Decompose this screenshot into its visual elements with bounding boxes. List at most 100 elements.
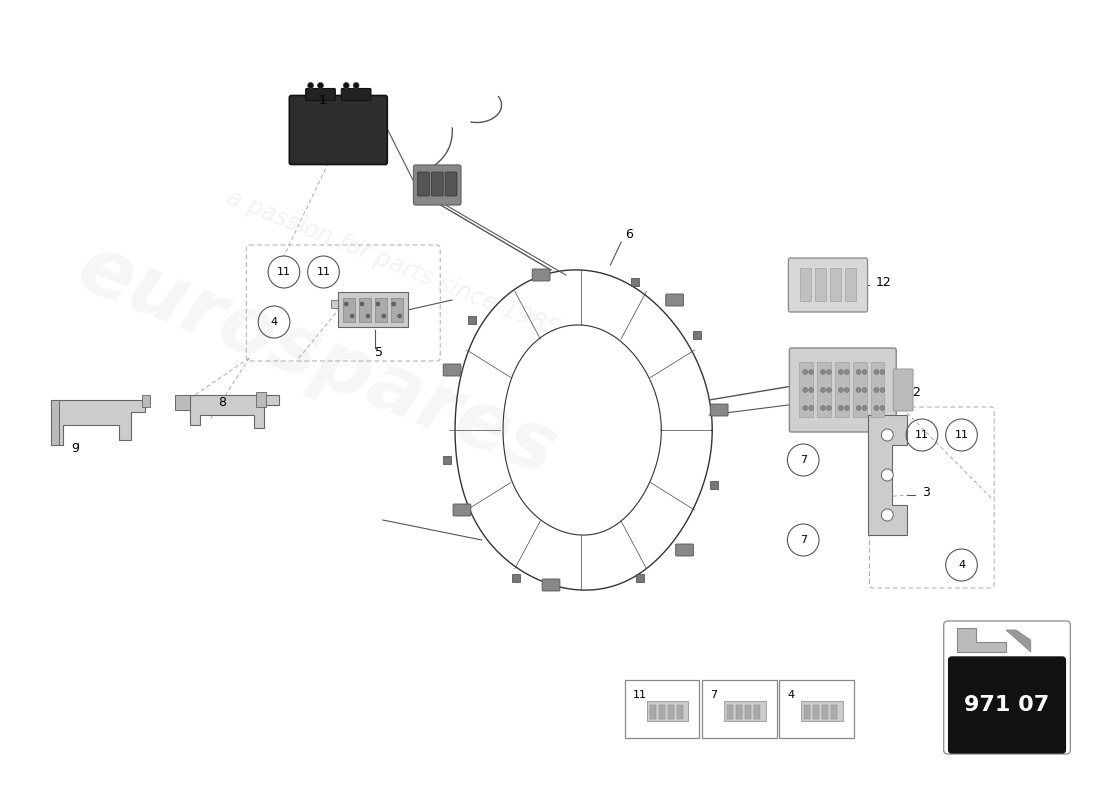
Bar bbox=[443, 456, 451, 464]
Circle shape bbox=[376, 302, 380, 306]
Bar bbox=[815, 268, 826, 301]
Circle shape bbox=[318, 82, 323, 89]
Bar bbox=[829, 268, 840, 301]
Text: 12: 12 bbox=[876, 277, 891, 290]
Bar bbox=[676, 705, 683, 719]
Text: 2: 2 bbox=[912, 386, 920, 399]
Text: 11: 11 bbox=[955, 430, 968, 440]
Bar bbox=[390, 298, 403, 322]
Circle shape bbox=[845, 406, 849, 410]
Bar bbox=[830, 705, 837, 719]
Circle shape bbox=[360, 302, 364, 306]
Circle shape bbox=[308, 82, 314, 89]
Circle shape bbox=[826, 406, 832, 410]
Bar bbox=[727, 705, 733, 719]
Circle shape bbox=[821, 387, 825, 393]
Polygon shape bbox=[868, 415, 908, 535]
FancyBboxPatch shape bbox=[418, 172, 429, 196]
FancyBboxPatch shape bbox=[666, 294, 683, 306]
Bar bbox=[800, 362, 813, 417]
Bar bbox=[711, 481, 718, 489]
Text: 7: 7 bbox=[800, 535, 806, 545]
Circle shape bbox=[826, 387, 832, 393]
Circle shape bbox=[862, 387, 867, 393]
Bar bbox=[668, 705, 673, 719]
Bar bbox=[468, 316, 476, 324]
Polygon shape bbox=[52, 400, 145, 445]
FancyBboxPatch shape bbox=[443, 364, 461, 376]
Bar bbox=[870, 362, 884, 417]
Circle shape bbox=[856, 370, 861, 374]
FancyBboxPatch shape bbox=[446, 172, 456, 196]
Bar bbox=[52, 400, 59, 445]
Circle shape bbox=[845, 387, 849, 393]
Circle shape bbox=[862, 370, 867, 374]
Circle shape bbox=[821, 370, 825, 374]
Circle shape bbox=[350, 314, 354, 318]
Bar bbox=[822, 705, 828, 719]
Text: 3: 3 bbox=[922, 486, 930, 499]
Bar bbox=[845, 268, 856, 301]
Text: a passion for parts since 1985: a passion for parts since 1985 bbox=[223, 186, 563, 342]
Text: 11: 11 bbox=[634, 690, 647, 700]
FancyBboxPatch shape bbox=[944, 621, 1070, 754]
Text: 4: 4 bbox=[788, 690, 794, 700]
Circle shape bbox=[803, 370, 807, 374]
Circle shape bbox=[803, 387, 807, 393]
FancyBboxPatch shape bbox=[711, 404, 728, 416]
Circle shape bbox=[845, 370, 849, 374]
Circle shape bbox=[838, 387, 844, 393]
FancyBboxPatch shape bbox=[532, 269, 550, 281]
Circle shape bbox=[392, 302, 396, 306]
Circle shape bbox=[856, 406, 861, 410]
Polygon shape bbox=[957, 628, 1006, 652]
FancyBboxPatch shape bbox=[431, 172, 443, 196]
Circle shape bbox=[856, 387, 861, 393]
Circle shape bbox=[353, 82, 359, 89]
Bar bbox=[817, 362, 830, 417]
Circle shape bbox=[874, 370, 879, 374]
Bar bbox=[143, 395, 151, 407]
Text: 8: 8 bbox=[218, 397, 226, 410]
Text: 11: 11 bbox=[317, 267, 330, 277]
Text: 5: 5 bbox=[375, 346, 383, 358]
Circle shape bbox=[344, 302, 349, 306]
Bar bbox=[702, 680, 777, 738]
Circle shape bbox=[880, 370, 884, 374]
FancyBboxPatch shape bbox=[453, 504, 471, 516]
Text: 971 07: 971 07 bbox=[965, 695, 1049, 715]
Text: 11: 11 bbox=[277, 267, 290, 277]
Circle shape bbox=[343, 82, 349, 89]
FancyBboxPatch shape bbox=[789, 258, 868, 312]
Text: eurospares: eurospares bbox=[66, 229, 568, 491]
Circle shape bbox=[821, 406, 825, 410]
Circle shape bbox=[808, 387, 814, 393]
Bar bbox=[331, 300, 339, 308]
Text: 4: 4 bbox=[958, 560, 965, 570]
FancyBboxPatch shape bbox=[948, 657, 1066, 753]
Bar bbox=[659, 705, 664, 719]
FancyBboxPatch shape bbox=[414, 165, 461, 205]
Circle shape bbox=[880, 387, 884, 393]
Text: 4: 4 bbox=[271, 317, 277, 327]
Circle shape bbox=[398, 314, 402, 318]
Circle shape bbox=[803, 406, 807, 410]
Circle shape bbox=[826, 370, 832, 374]
Bar bbox=[631, 278, 639, 286]
Bar bbox=[650, 705, 656, 719]
Circle shape bbox=[862, 406, 867, 410]
Circle shape bbox=[881, 509, 893, 521]
Polygon shape bbox=[190, 395, 279, 428]
Bar bbox=[745, 705, 751, 719]
FancyBboxPatch shape bbox=[542, 579, 560, 591]
Circle shape bbox=[838, 406, 844, 410]
Text: 7: 7 bbox=[711, 690, 717, 700]
FancyBboxPatch shape bbox=[341, 89, 371, 101]
FancyBboxPatch shape bbox=[675, 544, 693, 556]
Bar bbox=[693, 331, 702, 339]
Circle shape bbox=[874, 387, 879, 393]
Bar bbox=[339, 292, 408, 327]
Circle shape bbox=[808, 406, 814, 410]
Bar bbox=[804, 705, 811, 719]
Circle shape bbox=[880, 406, 884, 410]
